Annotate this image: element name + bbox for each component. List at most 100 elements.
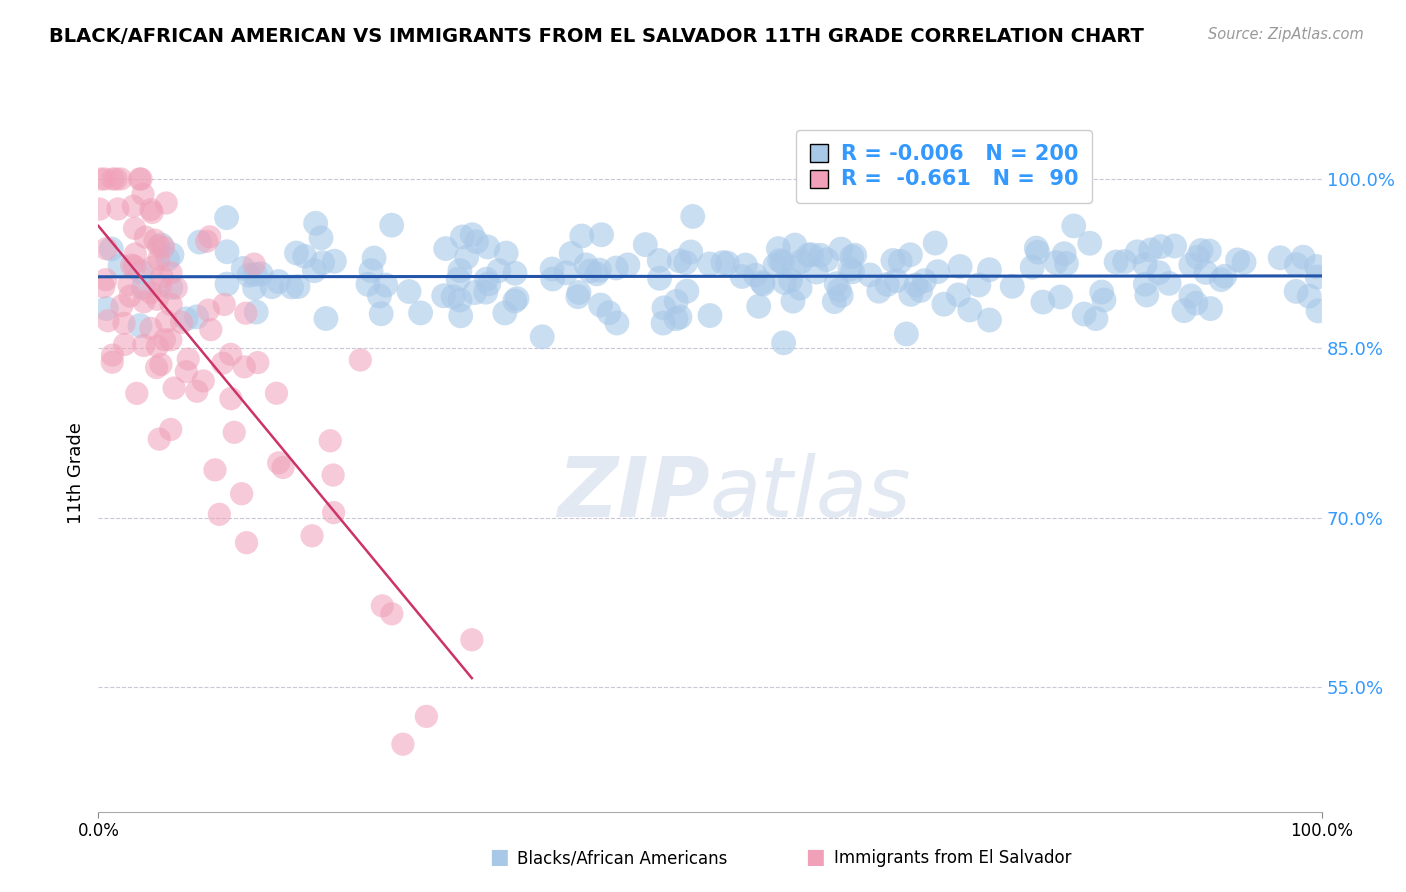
Point: [1187, 250, 1209, 264]
Point: [155, 314, 177, 328]
Point: [617, 258, 640, 272]
Point: [93, 280, 115, 294]
Point: [266, 386, 288, 401]
Point: [1092, 293, 1115, 307]
Point: [588, 263, 610, 277]
Point: [108, 259, 131, 273]
Point: [301, 529, 323, 543]
Point: [121, 258, 143, 272]
Point: [979, 262, 1001, 277]
Point: [716, 256, 738, 270]
Point: [841, 250, 863, 264]
Point: [89, 202, 111, 216]
Point: [148, 252, 170, 266]
Text: Source: ZipAtlas.com: Source: ZipAtlas.com: [1208, 27, 1364, 42]
Point: [668, 253, 690, 268]
Point: [634, 237, 657, 252]
Point: [101, 348, 124, 362]
Point: [451, 230, 474, 244]
Point: [100, 242, 122, 256]
Point: [1135, 277, 1157, 292]
Point: [139, 202, 162, 217]
Point: [1285, 285, 1308, 299]
Point: [294, 249, 316, 263]
Point: [669, 310, 692, 324]
Point: [568, 285, 591, 300]
Point: [186, 384, 208, 399]
Point: [159, 422, 181, 436]
Point: [751, 276, 773, 290]
Text: ■: ■: [489, 847, 509, 867]
Point: [541, 272, 564, 286]
Point: [1199, 301, 1222, 316]
Point: [652, 301, 675, 315]
Point: [752, 277, 775, 291]
Point: [1306, 270, 1329, 285]
Point: [200, 323, 222, 337]
Point: [679, 244, 702, 259]
Point: [204, 463, 226, 477]
Point: [571, 229, 593, 244]
Point: [1292, 250, 1315, 264]
Point: [118, 277, 141, 292]
Point: [790, 254, 813, 268]
Point: [949, 260, 972, 274]
Point: [1063, 219, 1085, 233]
Point: [398, 285, 420, 299]
Point: [124, 247, 146, 261]
Text: Blacks/African Americans: Blacks/African Americans: [517, 849, 728, 867]
Point: [165, 281, 187, 295]
Point: [145, 360, 167, 375]
Point: [1136, 288, 1159, 302]
Point: [825, 277, 848, 291]
Point: [503, 266, 526, 280]
Point: [125, 386, 148, 401]
Point: [150, 238, 173, 252]
Point: [1150, 239, 1173, 253]
Point: [1021, 260, 1043, 275]
Point: [768, 253, 790, 268]
Point: [1163, 239, 1185, 253]
Point: [215, 211, 238, 225]
Point: [531, 330, 554, 344]
Point: [868, 284, 890, 298]
Point: [1139, 243, 1161, 257]
Point: [134, 230, 156, 244]
Point: [186, 310, 208, 324]
Point: [589, 298, 612, 312]
Text: ■: ■: [806, 847, 825, 867]
Point: [830, 242, 852, 256]
Point: [246, 355, 269, 369]
Point: [900, 287, 922, 301]
Point: [1078, 236, 1101, 251]
Point: [323, 254, 346, 268]
Point: [152, 240, 174, 254]
Point: [465, 235, 488, 249]
Point: [238, 268, 260, 283]
Point: [665, 311, 688, 326]
Point: [374, 278, 396, 293]
Point: [160, 248, 183, 262]
Text: Immigrants from El Salvador: Immigrants from El Salvador: [834, 849, 1071, 867]
Point: [357, 277, 380, 292]
Point: [143, 233, 166, 247]
Point: [124, 260, 146, 274]
Point: [101, 355, 124, 369]
Point: [280, 280, 302, 294]
Y-axis label: 11th Grade: 11th Grade: [66, 422, 84, 524]
Point: [823, 294, 845, 309]
Point: [1198, 244, 1220, 258]
Point: [772, 335, 794, 350]
Point: [322, 506, 344, 520]
Point: [287, 279, 309, 293]
Point: [96, 301, 118, 316]
Point: [699, 257, 721, 271]
Point: [876, 277, 898, 292]
Point: [461, 632, 484, 647]
Point: [174, 311, 197, 326]
Point: [1189, 244, 1212, 258]
Point: [1114, 254, 1136, 268]
Point: [461, 227, 484, 242]
Point: [433, 289, 456, 303]
Point: [1053, 246, 1076, 260]
